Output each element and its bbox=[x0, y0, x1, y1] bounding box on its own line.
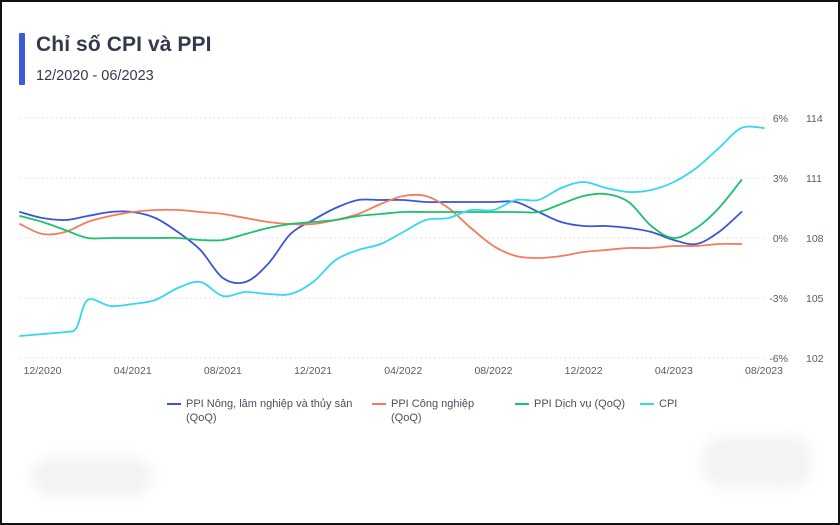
x-tick-label: 12/2020 bbox=[24, 365, 62, 377]
blurred-area bbox=[702, 437, 812, 487]
y-left-tick-label: -3% bbox=[769, 293, 788, 305]
y-right-tick-label: 114 bbox=[806, 113, 823, 125]
y-left-tick-label: -6% bbox=[769, 353, 788, 365]
title-accent-bar bbox=[19, 33, 25, 85]
x-tick-label: 12/2021 bbox=[294, 365, 332, 377]
x-tick-label: 08/2023 bbox=[745, 365, 783, 377]
x-tick-label: 04/2023 bbox=[655, 365, 693, 377]
y-right-tick-label: 105 bbox=[806, 293, 824, 305]
y-right-tick-label: 111 bbox=[806, 173, 822, 185]
y-left-tick-label: 0% bbox=[773, 233, 788, 245]
chart-subtitle: 12/2020 - 06/2023 bbox=[36, 68, 154, 84]
legend-label: PPI Dịch vụ (QoQ) bbox=[534, 398, 626, 410]
series-line-1 bbox=[19, 198, 743, 285]
x-tick-label: 04/2021 bbox=[114, 365, 152, 377]
y-left-tick-label: 6% bbox=[773, 113, 788, 125]
chart-legend: PPI Nông, lâm nghiệp và thủy sản (QoQ) PP… bbox=[167, 397, 727, 437]
legend-label: PPI Nông, lâm nghiệp và thủy sản (QoQ) bbox=[186, 398, 353, 424]
blurred-area bbox=[32, 457, 152, 497]
series-line-4 bbox=[19, 125, 765, 337]
legend-swatch bbox=[640, 403, 654, 405]
x-tick-label: 12/2022 bbox=[565, 365, 603, 377]
x-tick-label: 04/2022 bbox=[384, 365, 422, 377]
y-left-tick-label: 3% bbox=[773, 173, 788, 185]
x-tick-label: 08/2021 bbox=[204, 365, 242, 377]
y-right-tick-label: 102 bbox=[806, 353, 824, 365]
legend-swatch bbox=[167, 403, 181, 405]
series-line-3 bbox=[19, 179, 743, 242]
x-tick-label: 08/2022 bbox=[474, 365, 512, 377]
legend-label: CPI bbox=[659, 398, 678, 410]
legend-label: PPI Công nghiệp (QoQ) bbox=[391, 398, 475, 424]
series-line-2 bbox=[19, 193, 743, 259]
legend-swatch bbox=[372, 403, 386, 405]
chart-title: Chỉ số CPI và PPI bbox=[36, 33, 212, 56]
legend-swatch bbox=[515, 403, 529, 405]
y-right-tick-label: 108 bbox=[806, 233, 824, 245]
